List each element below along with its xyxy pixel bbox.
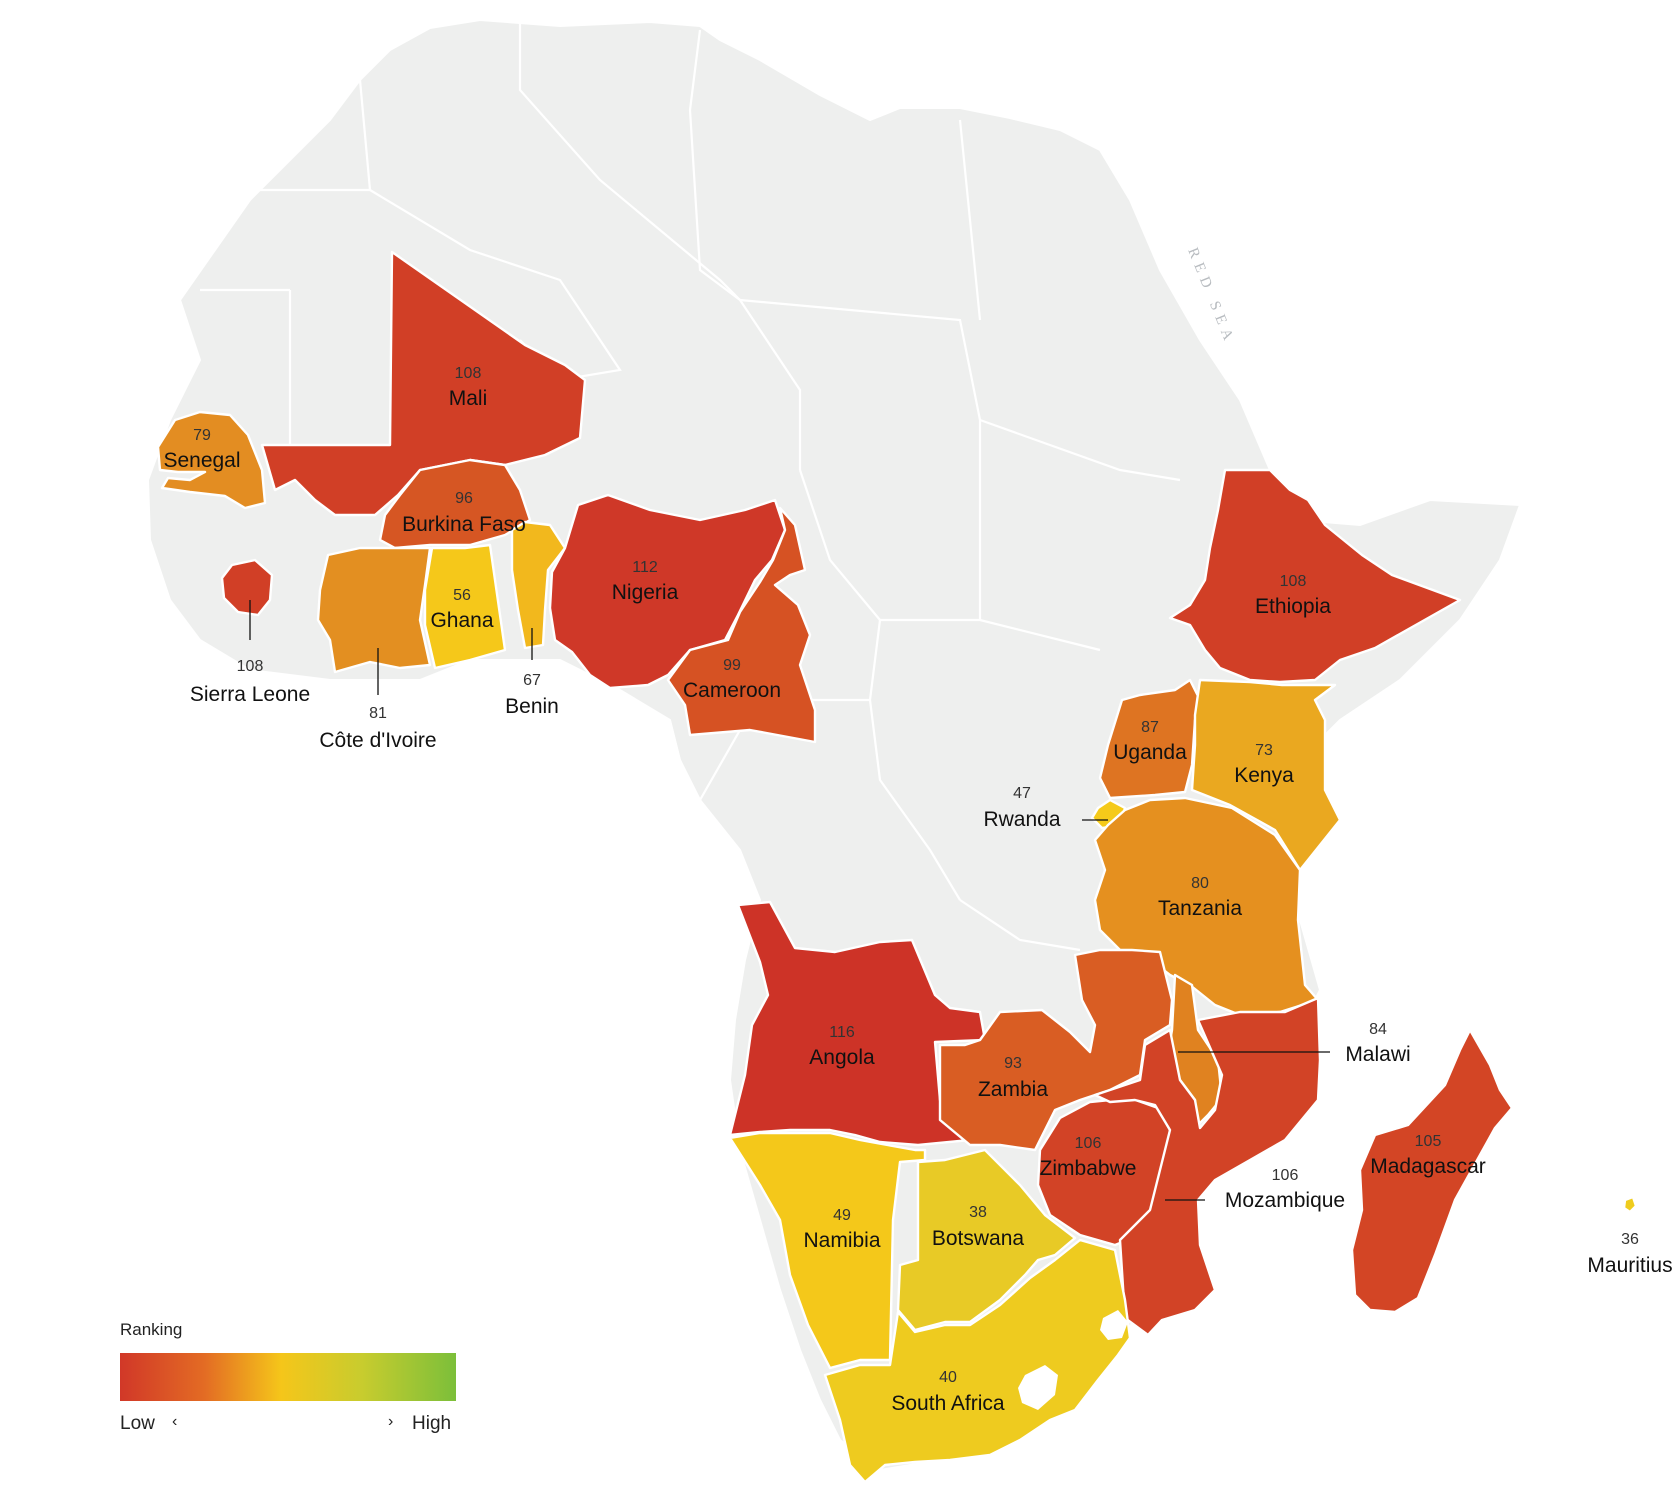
country-ethiopia[interactable]: [1168, 468, 1462, 684]
leader-lines: [249, 600, 1330, 1201]
rank-botswana: 38: [969, 1204, 987, 1221]
country-cameroon[interactable]: [666, 506, 817, 744]
rank-burkina-faso: 96: [455, 490, 473, 507]
label-uganda: Uganda: [1113, 741, 1187, 764]
label-ghana: Ghana: [430, 609, 493, 632]
rank-ethiopia: 108: [1280, 573, 1307, 590]
country-benin[interactable]: [510, 520, 567, 650]
rank-mali: 108: [455, 365, 482, 382]
label-botswana: Botswana: [932, 1227, 1025, 1250]
label-mali: Mali: [449, 387, 488, 410]
rank-kenya: 73: [1255, 742, 1273, 759]
country-mozambique[interactable]: [1093, 996, 1322, 1337]
rank-namibia: 49: [833, 1207, 851, 1224]
lesotho-shape: [1018, 1365, 1058, 1410]
country-uganda[interactable]: [1098, 678, 1202, 800]
label-mauritius: Mauritius: [1587, 1254, 1672, 1277]
rank-angola: 116: [829, 1024, 855, 1041]
chevron-right-icon: ›: [388, 1413, 394, 1430]
rank-uganda: 87: [1141, 719, 1159, 736]
label-sierra-leone: Sierra Leone: [190, 683, 310, 706]
country-botswana[interactable]: [896, 1148, 1077, 1332]
rank-cameroon: 99: [723, 657, 741, 674]
label-tanzania: Tanzania: [1158, 897, 1242, 920]
country-mauritius[interactable]: [1622, 1195, 1638, 1214]
rank-sierra-leone: 108: [237, 658, 264, 675]
rank-ghana: 56: [453, 587, 471, 604]
label-madagascar: Madagascar: [1370, 1155, 1486, 1178]
rank-benin: 67: [523, 672, 541, 689]
rank-nigeria: 112: [632, 559, 658, 576]
label-cote-divoire: Côte d'Ivoire: [319, 729, 436, 752]
label-zambia: Zambia: [978, 1078, 1048, 1101]
chevron-left-icon: ‹: [172, 1413, 178, 1430]
country-zambia[interactable]: [938, 948, 1174, 1152]
rank-zimbabwe: 106: [1075, 1135, 1102, 1152]
country-ghana[interactable]: [423, 543, 507, 670]
rank-malawi: 84: [1369, 1021, 1387, 1038]
label-kenya: Kenya: [1234, 764, 1294, 787]
country-madagascar[interactable]: [1350, 1028, 1514, 1314]
legend-title: Ranking: [120, 1320, 183, 1339]
country-south-africa[interactable]: [823, 1238, 1132, 1484]
rank-senegal: 79: [193, 427, 211, 444]
label-rwanda: Rwanda: [983, 808, 1060, 831]
country-senegal[interactable]: [156, 410, 267, 510]
country-sierra-leone[interactable]: [220, 558, 274, 617]
label-senegal: Senegal: [163, 449, 240, 472]
label-zimbabwe: Zimbabwe: [1040, 1157, 1137, 1180]
rank-rwanda: 47: [1013, 785, 1031, 802]
label-malawi: Malawi: [1345, 1043, 1410, 1066]
country-namibia[interactable]: [728, 1131, 927, 1370]
label-south-africa: South Africa: [891, 1392, 1005, 1415]
legend-high-label: High: [412, 1413, 452, 1434]
label-benin: Benin: [505, 695, 559, 718]
rank-mauritius: 36: [1621, 1231, 1639, 1248]
rank-south-africa: 40: [939, 1369, 957, 1386]
country-cote-divoire[interactable]: [316, 546, 432, 674]
country-tanzania[interactable]: [1093, 796, 1320, 1017]
country-burkina-faso[interactable]: [378, 458, 532, 550]
country-labels: 108 Mali 79 Senegal 96 Burkina Faso 108 …: [163, 365, 1672, 1415]
country-kenya[interactable]: [1190, 678, 1342, 872]
rank-cote-divoire: 81: [369, 705, 387, 722]
rank-madagascar: 105: [1415, 1133, 1442, 1150]
label-mozambique: Mozambique: [1225, 1189, 1345, 1212]
legend-low-label: Low: [120, 1413, 155, 1434]
label-nigeria: Nigeria: [612, 581, 679, 604]
label-angola: Angola: [809, 1046, 875, 1069]
label-namibia: Namibia: [803, 1229, 880, 1252]
rank-zambia: 93: [1004, 1055, 1022, 1072]
label-burkina-faso: Burkina Faso: [402, 513, 526, 536]
rank-tanzania: 80: [1191, 875, 1209, 892]
rank-mozambique: 106: [1272, 1167, 1299, 1184]
eswatini-shape: [1100, 1310, 1128, 1340]
label-cameroon: Cameroon: [683, 679, 781, 702]
label-ethiopia: Ethiopia: [1255, 595, 1331, 618]
legend-color-bar: [120, 1353, 456, 1401]
